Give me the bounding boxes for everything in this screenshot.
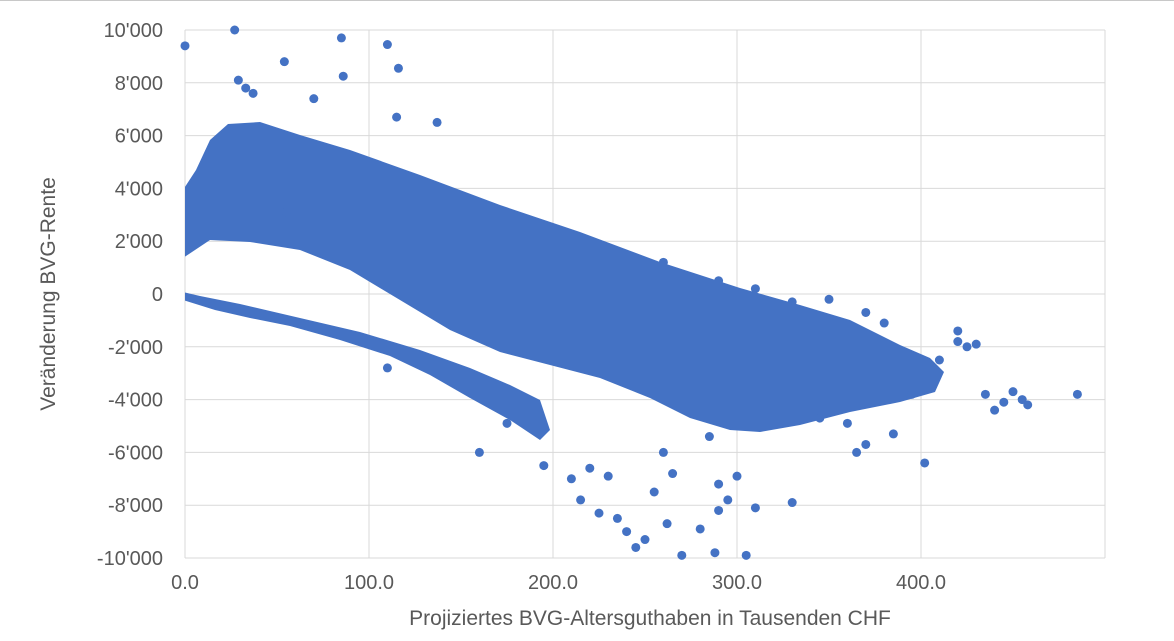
x-tick-label: 300.0: [712, 572, 762, 594]
data-point: [180, 41, 190, 51]
y-tick-label: 10'000: [104, 20, 163, 42]
data-point: [594, 508, 604, 518]
data-point: [695, 524, 705, 534]
data-point: [382, 40, 392, 50]
data-point: [920, 458, 930, 468]
data-point: [248, 88, 258, 98]
data-point: [750, 284, 760, 294]
data-point: [1072, 389, 1082, 399]
data-point: [658, 257, 668, 267]
data-point: [230, 25, 240, 35]
data-point: [622, 527, 632, 537]
data-point: [714, 276, 724, 286]
data-point: [585, 463, 595, 473]
data-point: [741, 550, 751, 560]
data-point: [1008, 387, 1018, 397]
data-point: [474, 447, 484, 457]
data-point: [241, 83, 251, 93]
data-point: [233, 75, 243, 85]
data-point: [640, 535, 650, 545]
data-point: [279, 57, 289, 67]
density-cloud: [185, 122, 944, 440]
data-point: [842, 418, 852, 428]
data-point: [631, 542, 641, 552]
data-point: [1023, 400, 1033, 410]
y-tick-label: 6'000: [115, 126, 163, 148]
top-rule: [0, 0, 1174, 1]
data-point: [980, 389, 990, 399]
y-tick-label: -2'000: [108, 337, 163, 359]
data-point: [662, 519, 672, 529]
data-point: [824, 294, 834, 304]
y-tick-label: 4'000: [115, 178, 163, 200]
data-point: [612, 513, 622, 523]
data-point: [677, 550, 687, 560]
data-point: [603, 471, 613, 481]
data-point: [990, 405, 1000, 415]
data-point: [750, 503, 760, 513]
data-point: [861, 439, 871, 449]
data-point: [502, 418, 512, 428]
scatter-points: [180, 25, 1082, 560]
data-point: [576, 495, 586, 505]
data-point: [281, 207, 291, 217]
data-point: [787, 297, 797, 307]
x-axis-title: Projiziertes BVG-Altersguthaben in Tause…: [409, 607, 891, 630]
data-point: [393, 63, 403, 73]
y-tick-label: 2'000: [115, 231, 163, 253]
data-point: [338, 71, 348, 81]
data-point: [852, 447, 862, 457]
data-point: [815, 413, 825, 423]
data-point: [732, 471, 742, 481]
data-point: [953, 326, 963, 336]
y-tick-label: -6'000: [108, 442, 163, 464]
y-tick-label: -10'000: [97, 548, 163, 570]
x-tick-label: 400.0: [896, 572, 946, 594]
data-point: [658, 447, 668, 457]
data-point: [382, 363, 392, 373]
y-axis-title: Veränderung BVG-Rente: [37, 177, 60, 410]
data-point: [962, 342, 972, 352]
data-point: [392, 112, 402, 122]
data-point: [907, 389, 917, 399]
data-point: [432, 117, 442, 127]
data-point: [714, 479, 724, 489]
x-tick-label: 0.0: [171, 572, 199, 594]
data-point: [710, 548, 720, 558]
x-axis-ticks: 0.0 100.0 200.0 300.0 400.0: [171, 572, 946, 594]
data-point: [888, 429, 898, 439]
data-point: [309, 94, 319, 104]
y-tick-label: 8'000: [115, 73, 163, 95]
data-point: [566, 474, 576, 484]
plot-area: [180, 25, 1106, 560]
data-point: [953, 337, 963, 347]
y-tick-label: -4'000: [108, 390, 163, 412]
data-point: [668, 469, 678, 479]
data-point: [879, 318, 889, 328]
data-point: [336, 33, 346, 43]
y-tick-label: -8'000: [108, 495, 163, 517]
data-point: [934, 355, 944, 365]
y-tick-label: 0: [152, 284, 163, 306]
dense-band-main: [185, 122, 944, 432]
data-point: [971, 339, 981, 349]
data-point: [649, 487, 659, 497]
data-point: [539, 461, 549, 471]
data-point: [704, 432, 714, 442]
data-point: [861, 307, 871, 317]
y-axis-ticks: 10'000 8'000 6'000 4'000 2'000 0 -2'000 -4'000 -…: [97, 20, 163, 570]
data-point: [787, 498, 797, 508]
data-point: [999, 397, 1009, 407]
x-tick-label: 200.0: [528, 572, 578, 594]
data-point: [714, 505, 724, 515]
x-tick-label: 100.0: [344, 572, 394, 594]
data-point: [723, 495, 733, 505]
